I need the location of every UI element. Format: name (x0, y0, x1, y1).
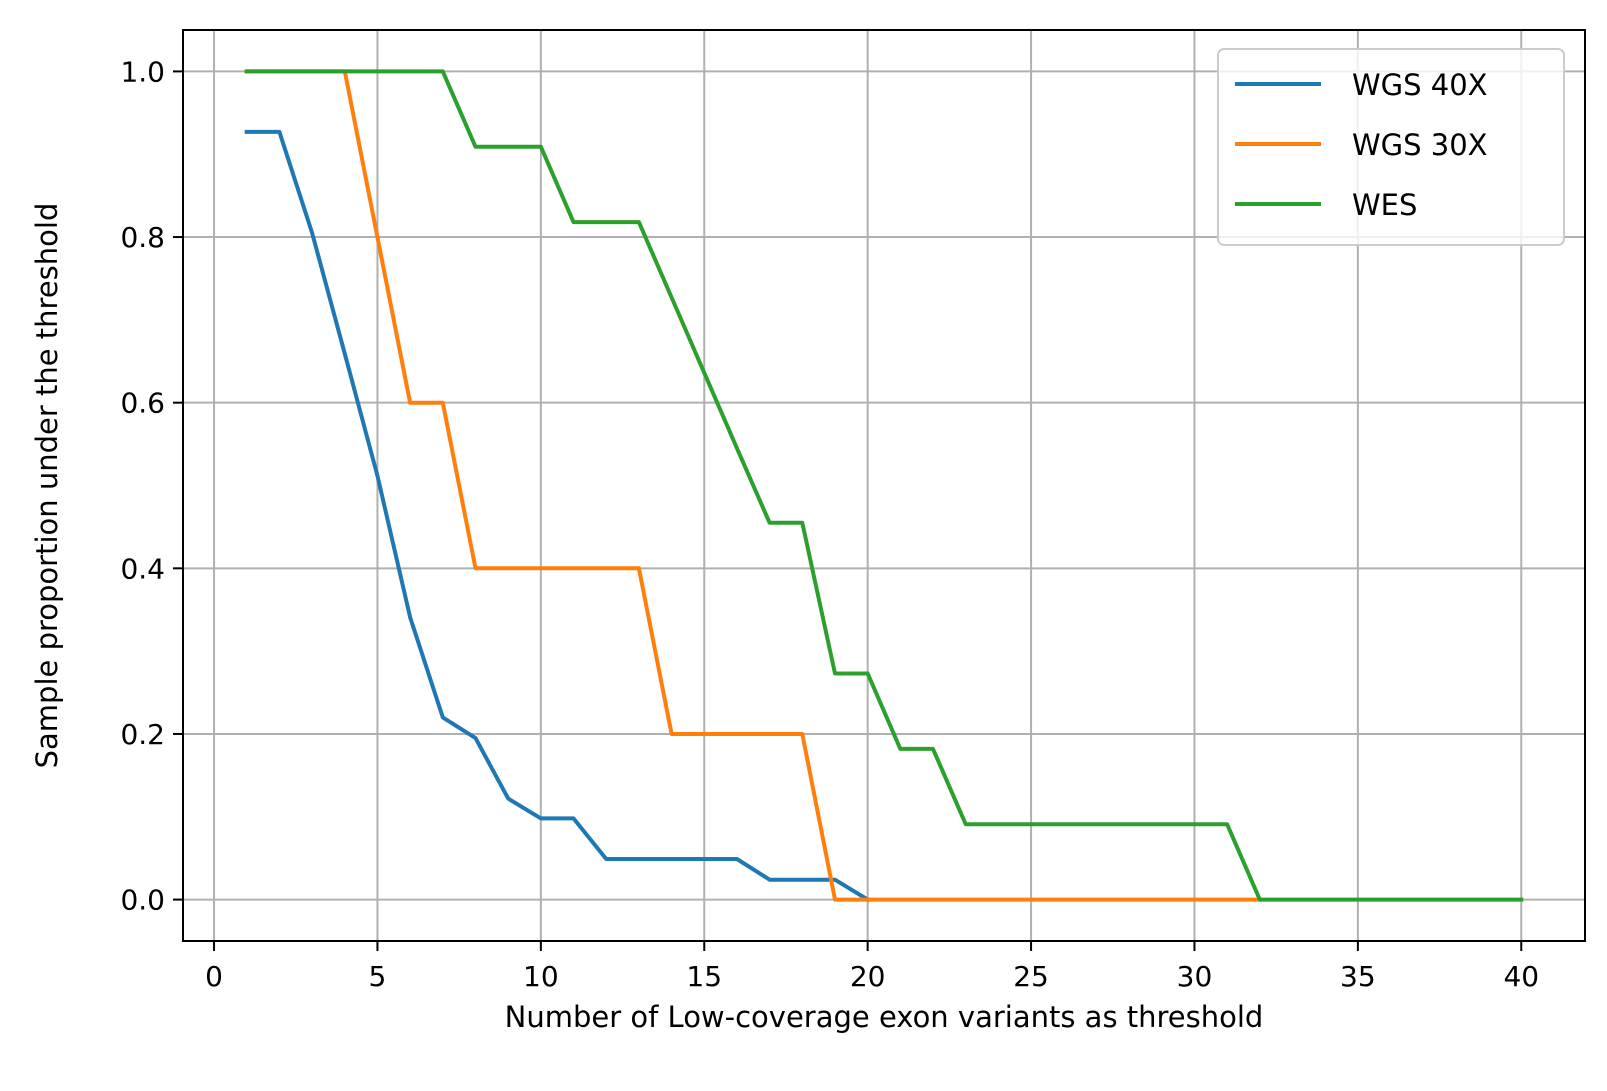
series-line (244, 69, 1262, 902)
y-tick-label: 0.0 (120, 884, 165, 917)
series-lines (244, 69, 1524, 903)
y-axis-label: Sample proportion under the threshold (30, 203, 64, 769)
x-tick-label: 0 (205, 960, 223, 993)
x-tick-label: 30 (1177, 960, 1213, 993)
x-tick-label: 20 (850, 960, 886, 993)
legend-label: WGS 40X (1352, 68, 1488, 102)
legend-item: WGS 40X (1235, 68, 1488, 102)
y-tick-label: 1.0 (120, 55, 165, 88)
legend-item: WGS 30X (1235, 128, 1488, 162)
y-axis-ticks: 0.0 0.2 0.4 0.6 0.8 1.0 (120, 55, 183, 917)
x-tick-label: 5 (369, 960, 387, 993)
legend-item: WES (1235, 188, 1417, 222)
x-tick-label: 25 (1013, 960, 1049, 993)
y-tick-label: 0.6 (120, 387, 165, 420)
legend-label: WGS 30X (1352, 128, 1488, 162)
x-tick-label: 15 (686, 960, 722, 993)
y-tick-label: 0.4 (120, 552, 165, 585)
series-2 (244, 69, 1524, 902)
y-tick-label: 0.2 (120, 718, 165, 751)
legend-box (1217, 48, 1565, 246)
legend-label: WES (1352, 188, 1417, 222)
x-axis-ticks: 0 5 10 15 20 25 30 35 40 (205, 941, 1539, 993)
y-tick-label: 0.8 (120, 221, 165, 254)
legend: WGS 40X WGS 30X WES (1217, 48, 1565, 246)
series-line (244, 129, 871, 903)
plot-frame (182, 29, 1586, 942)
x-tick-label: 10 (523, 960, 559, 993)
x-axis-label: Number of Low-coverage exon variants as … (505, 1000, 1264, 1034)
series-0 (244, 129, 871, 903)
series-1 (244, 69, 1262, 902)
series-line (244, 69, 1524, 902)
x-tick-label: 40 (1503, 960, 1539, 993)
x-tick-label: 35 (1340, 960, 1376, 993)
